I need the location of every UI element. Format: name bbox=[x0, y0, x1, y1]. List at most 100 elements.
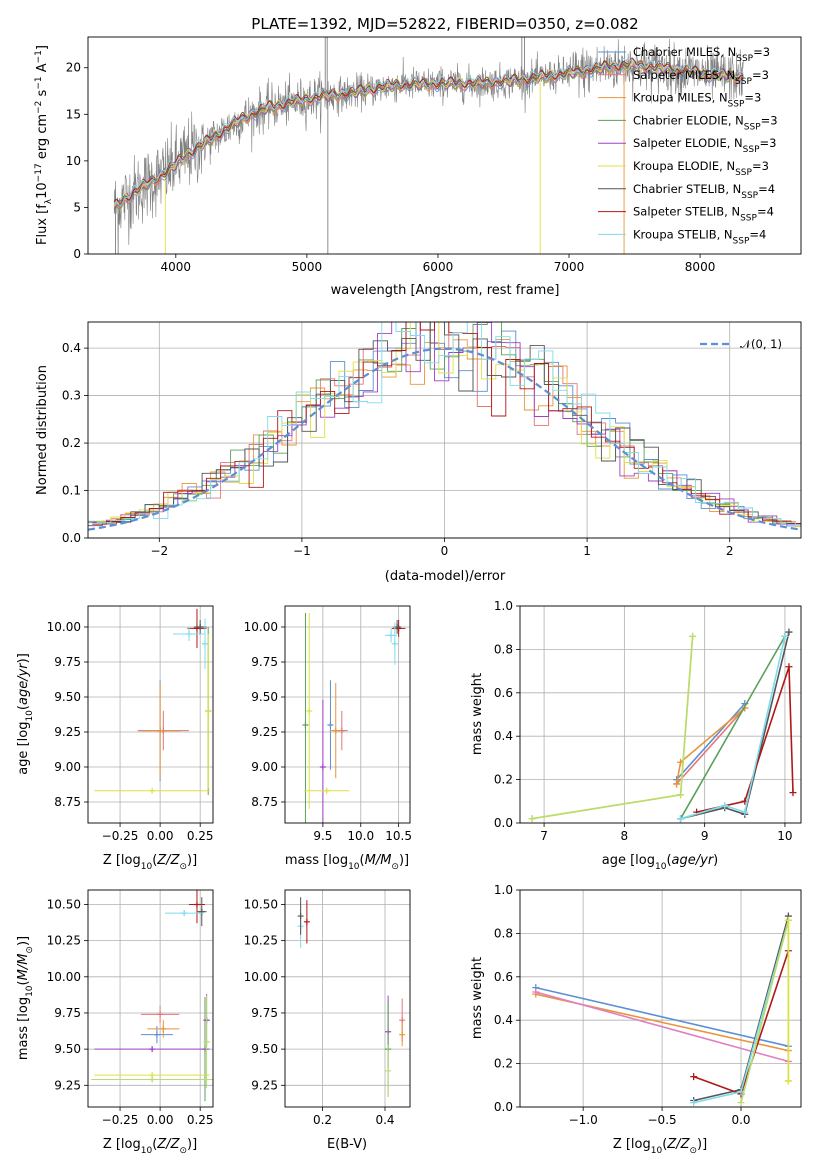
y-tick-label: 0.0 bbox=[62, 531, 81, 545]
errorbar-point bbox=[303, 787, 350, 794]
errorbar-point bbox=[391, 620, 406, 637]
errorbar-point bbox=[302, 613, 309, 823]
x-tick-label: 10.0 bbox=[347, 829, 374, 843]
x-tick-label: 7000 bbox=[554, 260, 585, 274]
y-tick-label: 0.6 bbox=[494, 970, 513, 984]
age-vs-mass-axes: 9.5 10.0 10.5 8.75 9.00 9.25 9.50 9.75 10.00 bbox=[244, 605, 412, 843]
errorbar-point bbox=[306, 613, 313, 809]
label-part: −2 bbox=[34, 101, 44, 114]
label-part: ( bbox=[152, 853, 157, 868]
legend-normal-label: 𝒩(0, 1) bbox=[740, 337, 782, 351]
y-tick-label: 10.00 bbox=[47, 620, 81, 634]
weight-series-line bbox=[676, 707, 746, 785]
errorbar-point bbox=[201, 618, 209, 669]
weight-marker bbox=[721, 802, 729, 810]
model-line bbox=[113, 58, 744, 207]
label-part: −1 bbox=[34, 76, 44, 89]
weight-marker bbox=[781, 632, 789, 640]
y-tick-label: 10.00 bbox=[244, 970, 278, 984]
y-tick-label: 9.00 bbox=[251, 760, 278, 774]
weight-marker bbox=[677, 791, 685, 799]
weight-marker bbox=[673, 780, 681, 788]
errorbar-point bbox=[147, 1020, 180, 1038]
label-part: SSP bbox=[733, 236, 750, 246]
errorbar-point bbox=[385, 1044, 392, 1097]
histogram-series bbox=[92, 322, 801, 525]
plot-area bbox=[91, 890, 213, 1102]
x-axis-label: Z [log10(Z/Z⊙)] bbox=[103, 1137, 197, 1156]
label-part: SSP bbox=[743, 145, 760, 155]
y-tick-label: 0.2 bbox=[494, 1057, 513, 1071]
y-tick-label: 10.25 bbox=[244, 934, 278, 948]
weight-series-line bbox=[696, 666, 794, 813]
point-marker bbox=[327, 722, 334, 728]
mass-vs-Z-axes: −0.25 0.00 0.25 9.25 9.50 9.75 10.00 10.25 10.50 bbox=[47, 889, 214, 1127]
weight-series-line bbox=[535, 991, 789, 1063]
y-tick-label: 10.00 bbox=[47, 970, 81, 984]
x-tick-label: −1 bbox=[293, 544, 311, 558]
legend-entry: Kroupa ELODIE, NSSP=3 bbox=[633, 159, 769, 178]
label-part: 10 bbox=[655, 862, 667, 872]
y-tick-label: 1.0 bbox=[494, 883, 513, 897]
x-tick-label: 9.5 bbox=[313, 829, 332, 843]
label-part: )] bbox=[187, 853, 197, 868]
weight-series-line bbox=[535, 986, 789, 1047]
legend-entry: Kroupa STELIB, NSSP=4 bbox=[633, 227, 766, 246]
label-part: 10 bbox=[25, 985, 35, 997]
label-part: ( bbox=[16, 980, 31, 985]
weight-series-line bbox=[531, 636, 694, 820]
label-part: age/yr bbox=[672, 853, 715, 868]
label-part: ] bbox=[35, 45, 50, 50]
label-part: Chabrier MILES, N bbox=[633, 45, 736, 59]
point-marker bbox=[157, 727, 164, 734]
errorbar-point bbox=[91, 1076, 213, 1083]
x-tick-label: 2 bbox=[726, 544, 734, 558]
y-tick-label: 0.8 bbox=[494, 642, 513, 656]
label-part: 10 bbox=[25, 710, 35, 722]
plot-area bbox=[302, 613, 406, 823]
errorbar-point bbox=[196, 897, 207, 927]
errorbar-point bbox=[399, 1023, 406, 1047]
weight-vs-Z-axes: −1.0 −0.5 0.0 0.0 0.2 0.4 0.6 0.8 1.0 bbox=[494, 883, 802, 1127]
x-tick-label: 6000 bbox=[423, 260, 454, 274]
point-marker bbox=[332, 727, 339, 734]
residuals-axes: −2 −1 0 1 2 0.0 0.1 0.2 0.3 0.4 bbox=[62, 321, 802, 558]
y-axis-label: Normed distribution bbox=[35, 365, 50, 495]
label-part: Chabrier STELIB, N bbox=[633, 182, 741, 196]
weight-marker bbox=[689, 632, 697, 640]
label-part: ( bbox=[360, 853, 365, 868]
x-tick-label: 0 bbox=[441, 544, 449, 558]
axes-frame bbox=[87, 889, 214, 1108]
label-part: Chabrier ELODIE, N bbox=[633, 113, 744, 127]
point-marker bbox=[157, 1011, 164, 1018]
label-part: age [log bbox=[16, 722, 31, 775]
point-marker bbox=[149, 1046, 156, 1053]
label-part: =3 bbox=[752, 159, 769, 173]
plot-area bbox=[94, 608, 212, 795]
y-tick-label: 0.2 bbox=[62, 436, 81, 450]
weight-vs-age-axes: 7 8 9 10 0.0 0.2 0.4 0.6 0.8 1.0 bbox=[494, 599, 802, 843]
label-part: Z/Z bbox=[156, 1137, 180, 1152]
errorbar-point bbox=[140, 683, 180, 779]
label-part: Salpeter STELIB, N bbox=[633, 205, 740, 219]
legend-entry: Kroupa MILES, NSSP=3 bbox=[633, 91, 761, 110]
label-part: )] bbox=[16, 653, 31, 663]
y-tick-label: 9.75 bbox=[251, 655, 278, 669]
y-tick-label: 0.6 bbox=[494, 686, 513, 700]
x-tick-label: 5000 bbox=[292, 260, 323, 274]
y-tick-label: 9.25 bbox=[54, 725, 81, 739]
x-tick-label: 7 bbox=[540, 829, 548, 843]
legend-entry: Chabrier ELODIE, NSSP=3 bbox=[633, 113, 778, 132]
label-part: Salpeter ELODIE, N bbox=[633, 136, 743, 150]
y-tick-label: 9.50 bbox=[54, 690, 81, 704]
point-marker bbox=[149, 787, 156, 794]
plot-area bbox=[528, 628, 797, 823]
y-tick-label: 8.75 bbox=[251, 795, 278, 809]
point-marker bbox=[385, 1067, 392, 1074]
legend-entry: Salpeter STELIB, NSSP=4 bbox=[633, 205, 774, 224]
errorbar-point bbox=[140, 1005, 180, 1024]
label-part: =3 bbox=[760, 136, 777, 150]
y-tick-label: 0.1 bbox=[62, 484, 81, 498]
y-axis-label: Flux [fλ10−17 erg cm−2 s−1 A−1] bbox=[34, 45, 54, 245]
